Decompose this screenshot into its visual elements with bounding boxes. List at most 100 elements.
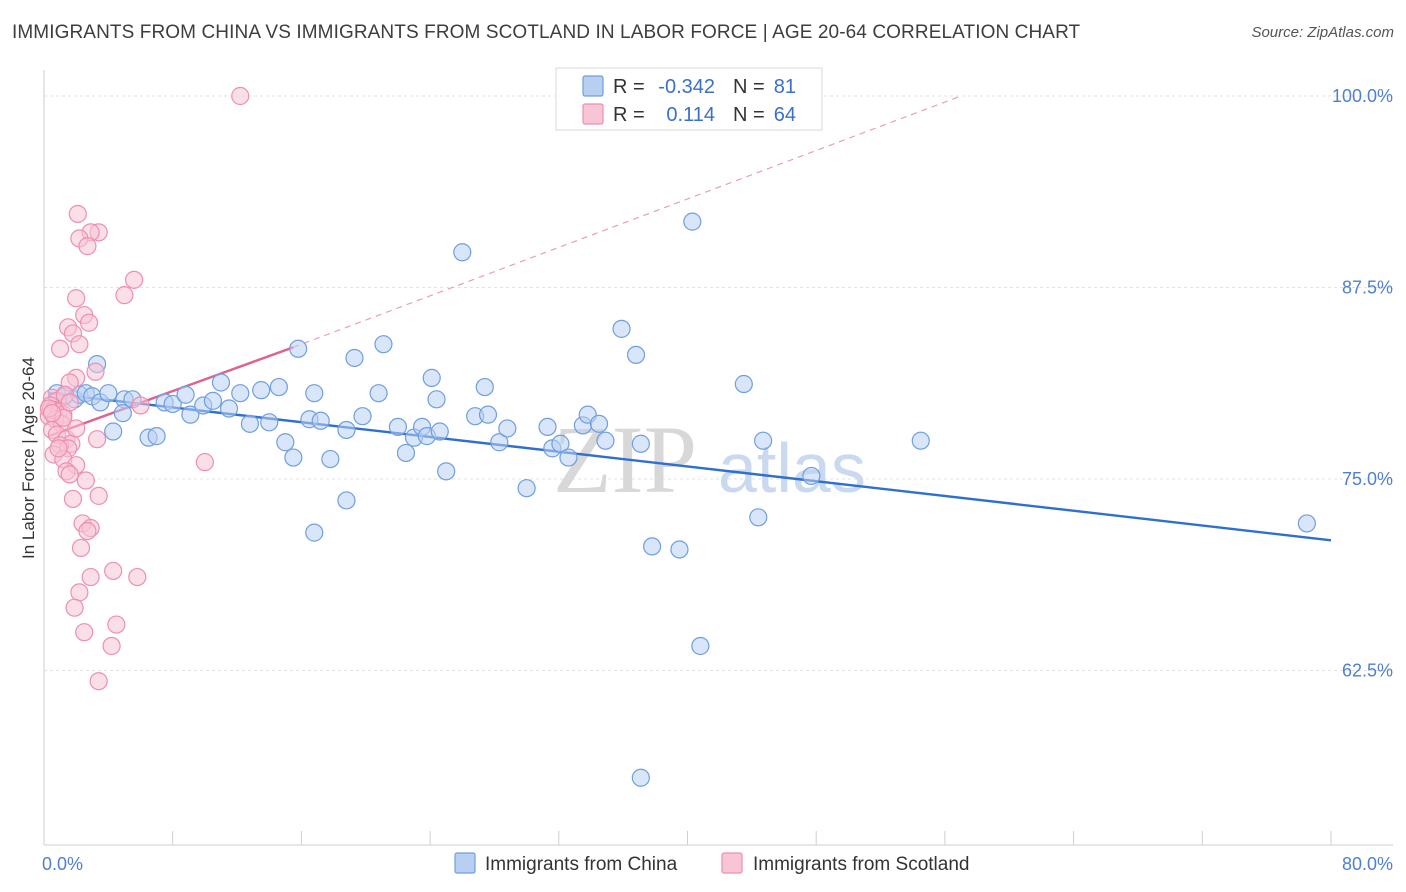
point-scotland [49,439,68,458]
point-china [1297,514,1316,533]
y-tick-label: 75.0% [1342,469,1393,489]
point-scotland [42,404,62,423]
point-scotland [67,289,86,308]
point-china [353,407,372,426]
point-scotland [70,335,89,354]
point-china [643,537,662,556]
point-scotland [50,339,70,358]
point-china [337,491,356,510]
point-china [147,427,166,446]
point-scotland [60,465,79,484]
point-china [181,405,200,424]
point-china [369,384,388,403]
point-china [749,508,768,527]
point-china [626,345,646,365]
point-china [427,390,446,409]
point-china [490,433,509,452]
point-china [802,466,821,486]
point-china [517,479,536,498]
point-china [437,462,456,481]
point-china [269,377,288,397]
point-china [559,448,578,467]
point-china [252,381,271,400]
gridlines [44,95,1393,671]
point-scotland [115,286,134,305]
point-china [478,405,498,424]
point-china [211,373,231,392]
point-scotland [63,489,83,509]
point-china [284,448,303,467]
point-china [551,434,570,453]
point-scotland [79,313,99,332]
point-scotland [107,615,126,634]
x-tick-label: 0.0% [42,854,83,874]
point-china [231,384,250,403]
series-china-points [41,212,1316,787]
stats-r-label-scotland: R = [613,104,645,126]
point-china [305,384,324,403]
point-china [670,540,689,559]
point-scotland [75,623,94,642]
point-scotland [195,453,214,472]
point-scotland [71,538,91,558]
point-scotland [70,583,89,602]
series-legend-label-scotland: Immigrants from Scotland [753,854,969,875]
point-china [104,422,123,441]
point-scotland [87,430,107,449]
point-china [475,377,494,397]
point-china [596,431,615,450]
point-china [276,433,295,452]
point-scotland [231,86,250,106]
point-china [305,523,324,542]
point-china [219,399,239,418]
point-china [240,414,260,433]
stats-n-label-china: N = [733,76,765,98]
point-china [430,422,449,441]
stats-n-value-scotland: 64 [774,104,796,126]
y-tick-label: 87.5% [1342,278,1393,298]
point-china [374,335,393,354]
point-china [396,443,416,463]
point-china [631,434,650,453]
stats-legend-swatch-china [582,75,604,97]
y-axis-label: In Labor Force | Age 20-64 [19,357,38,559]
stats-r-value-china: -0.342 [658,76,715,98]
point-scotland [128,567,147,587]
y-tick-label: 100.0% [1332,86,1393,106]
point-china [422,368,441,387]
data-points [39,86,1316,787]
series-legend-swatch-china [454,852,476,874]
point-china [311,411,330,430]
point-scotland [65,598,84,617]
point-china [691,636,710,656]
point-china [911,431,930,450]
point-scotland [60,393,79,412]
point-scotland [76,471,95,490]
watermark-atlas: atlas [718,429,866,507]
point-scotland [131,396,150,415]
axes [43,70,1393,846]
series-scotland-points [39,86,250,691]
point-china [683,212,702,231]
point-china [612,319,631,338]
point-scotland [89,486,108,505]
point-china [754,431,773,450]
point-china [260,413,279,432]
stats-n-label-scotland: N = [733,104,765,126]
point-scotland [81,567,100,587]
series-legend-label-china: Immigrants from China [485,854,678,875]
point-scotland [89,672,108,691]
point-scotland [78,237,97,256]
point-scotland [86,362,105,381]
point-china [337,420,356,440]
series-legend: Immigrants from China Immigrants from Sc… [454,852,969,875]
point-china [589,414,609,433]
trend-line-extension-scotland [293,95,962,348]
point-china [203,391,223,410]
stats-r-value-scotland: 0.114 [666,104,715,126]
point-china [345,348,364,368]
tick-labels: 100.0% 87.5% 75.0% 62.5% 0.0% 80.0% [42,86,1393,874]
point-china [289,339,308,358]
point-china [321,449,340,469]
